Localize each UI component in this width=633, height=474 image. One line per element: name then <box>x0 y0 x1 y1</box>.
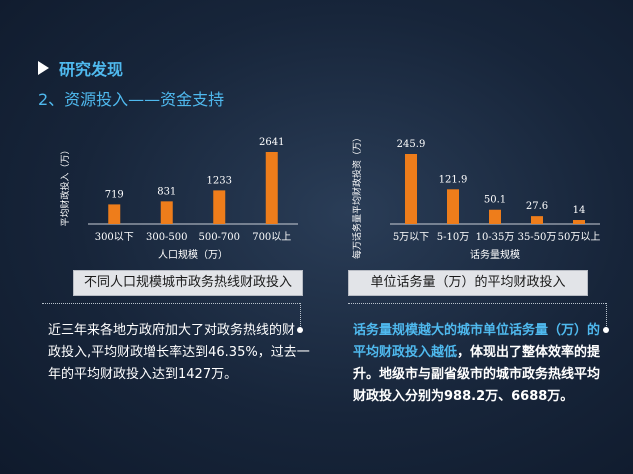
right-divider-vertical <box>606 303 607 328</box>
x-tick-label: 10-35万 <box>476 232 515 243</box>
right-paragraph-highlight: 话务量规模越大的城市单位话务量（万）的 <box>353 323 601 338</box>
x-tick-label: 500-700 <box>198 232 240 243</box>
right-bullet-dot-icon <box>603 327 609 333</box>
left-chart-caption: 不同人口规模城市政务热线财政投入 <box>73 270 303 296</box>
left-bullet-dot-icon <box>297 327 303 333</box>
triangle-bullet-icon <box>38 61 49 75</box>
x-tick-label: 5万以下 <box>393 232 429 243</box>
right-paragraph: 话务量规模越大的城市单位话务量（万）的 平均财政投入越低，体现出了整体效率的提 … <box>353 320 615 408</box>
data-label: 719 <box>105 189 124 200</box>
x-axis-label: 人口规模（万） <box>158 248 228 261</box>
left-divider-vertical <box>300 303 301 328</box>
right-paragraph-line: 升。地级市与副省级市的城市政务热线平均 <box>353 367 601 382</box>
data-label: 121.9 <box>439 174 468 185</box>
bar <box>213 190 226 224</box>
left-paragraph: 近三年来各地方政府加大了对政务热线的财 政投入,平均财政增长率达到46.35%，… <box>48 320 310 386</box>
y-axis-label: 每万话务量平均财政投资（万） <box>351 133 363 259</box>
right-paragraph-text: ，体现出了整体效率的提 <box>457 345 601 360</box>
left-divider <box>42 303 300 304</box>
x-tick-label: 700以上 <box>252 231 291 243</box>
data-label: 50.1 <box>484 195 506 206</box>
left-paragraph-line: 近三年来各地方政府加大了对政务热线的财 <box>48 323 296 338</box>
data-label: 245.9 <box>397 139 426 150</box>
chart-population-investment: 719 300以下 831 300-500 1233 500-700 2641 700以上人口… <box>59 137 298 261</box>
x-tick-label: 300-500 <box>146 232 188 243</box>
bar <box>447 189 459 224</box>
data-label: 831 <box>157 186 176 197</box>
left-paragraph-line: 政投入,平均财政增长率达到46.35%，过去一 <box>48 345 310 360</box>
section-subtitle: 2、资源投入——资金支持 <box>38 90 225 109</box>
data-label: 1233 <box>207 175 232 186</box>
data-label: 2641 <box>259 137 284 148</box>
bar <box>108 204 121 224</box>
x-tick-label: 300以下 <box>95 232 134 243</box>
bar <box>573 220 585 224</box>
x-tick-label: 5-10万 <box>437 232 469 243</box>
right-paragraph-highlight: 平均财政投入越低 <box>353 345 458 360</box>
data-label: 27.6 <box>526 201 548 212</box>
bar <box>160 201 173 224</box>
section-title: 研究发现 <box>59 60 124 79</box>
x-tick-label: 50万以上 <box>558 231 601 243</box>
bar <box>405 154 417 224</box>
y-axis-label: 平均财政投入（万） <box>59 145 71 226</box>
section-header: 研究发现 <box>38 56 123 80</box>
bar <box>531 216 543 224</box>
right-paragraph-line: 财政投入分别为988.2万、6688万。 <box>353 389 574 404</box>
right-divider <box>348 303 606 304</box>
bar <box>265 152 278 224</box>
x-axis-label: 话务量规模 <box>470 248 520 261</box>
left-paragraph-line: 年的平均财政投入达到1427万。 <box>48 367 238 382</box>
chart-volume-investment: 245.9 5万以下 121.9 5-10万 50.1 10-35万 27.6 35-50万 1… <box>351 133 600 261</box>
bar <box>489 209 501 224</box>
x-tick-label: 35-50万 <box>518 232 557 243</box>
right-chart-caption: 单位话务量（万）的平均财政投入 <box>348 270 588 296</box>
data-label: 14 <box>573 205 586 216</box>
